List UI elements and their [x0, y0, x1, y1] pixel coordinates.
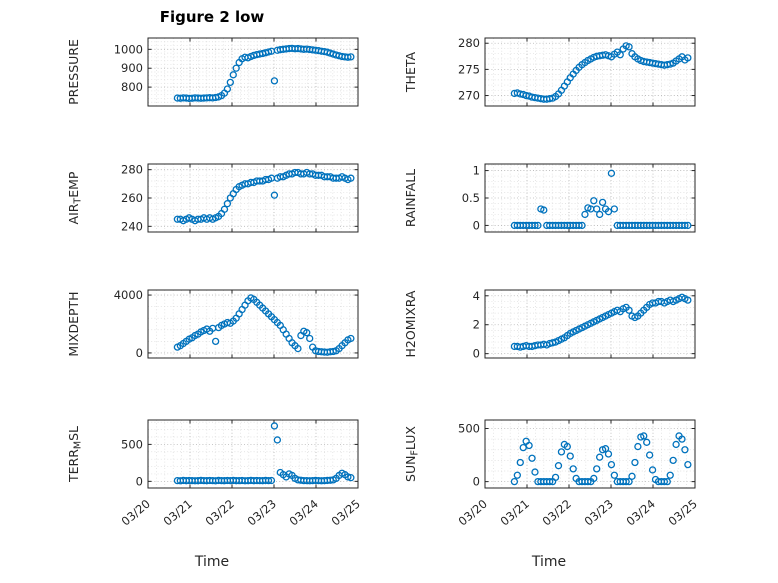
axis-box [484, 37, 696, 107]
axis-box [147, 419, 359, 489]
data-points [510, 169, 692, 230]
y-tick-label: 275 [458, 62, 480, 76]
data-points [173, 168, 355, 225]
tick-marks [147, 38, 359, 106]
tick-marks [147, 420, 359, 488]
y-tick-label: 0 [473, 347, 480, 361]
y-tick-label: 1 [473, 164, 480, 178]
x-tick-label: 03/25 [329, 497, 363, 529]
y-tick-label: 0 [136, 474, 143, 488]
subplot-pressure: 800 900 1000 PRESSURE [60, 30, 366, 120]
axis-box [484, 289, 696, 359]
y-axis-label: MIXDEPTH [66, 291, 81, 356]
y-axis-label: TERRMSL [66, 426, 84, 483]
y-tick-label: 900 [121, 61, 143, 75]
y-tick-label: 0 [136, 346, 143, 360]
figure-title: Figure 2 low [159, 8, 265, 26]
subplot-canvas-7: 0 500 SUNFLUX 03/20 03/21 03/22 03/23 03/24 03/2… [403, 419, 700, 529]
y-axis-label: SUNFLUX [403, 426, 421, 482]
subplot-canvas-1: 270 275 280 THETA [403, 36, 696, 107]
subplot-air-temp: 240 260 280 AIRTEMP [60, 156, 366, 246]
x-tick-label: 03/22 [540, 497, 574, 529]
minor-grid [485, 164, 695, 232]
tick-marks [484, 290, 696, 358]
y-axis-label: THETA [403, 51, 418, 93]
major-grid [485, 164, 695, 232]
y-tick-label: 280 [458, 36, 480, 50]
subplot-canvas-3: 0 0.5 1 RAINFALL [403, 163, 696, 233]
subplot-theta: 270 275 280 THETA [397, 30, 703, 120]
x-tick-label: 03/23 [245, 497, 279, 529]
data-points [510, 42, 692, 103]
x-tick-label: 03/21 [161, 497, 195, 529]
xlabel-left: Time [194, 554, 230, 570]
y-tick-label: 800 [121, 80, 143, 94]
x-tick-label: 03/20 [456, 497, 490, 529]
y-tick-label: 4000 [114, 288, 143, 302]
axis-box [484, 419, 696, 489]
tick-marks [484, 420, 696, 488]
y-tick-label: 240 [121, 219, 143, 233]
y-tick-label: 500 [121, 437, 143, 451]
y-axis-label: PRESSURE [66, 39, 81, 105]
subplot-mixdepth: 0 4000 MIXDEPTH [60, 282, 366, 372]
x-tick-label: 03/22 [203, 497, 237, 529]
subplot-canvas-4: 0 4000 MIXDEPTH [66, 288, 359, 360]
y-tick-label: 2 [473, 318, 480, 332]
axis-box [147, 37, 359, 107]
subplot-rainfall: 0 0.5 1 RAINFALL [397, 156, 703, 246]
tick-marks [147, 290, 359, 358]
x-tick-label: 03/25 [666, 497, 700, 529]
xlabel-right: Time [531, 554, 567, 570]
y-axis-label: H2OMIXRA [403, 290, 418, 357]
y-tick-label: 1000 [114, 42, 143, 56]
x-tick-label: 03/21 [498, 497, 532, 529]
data-points [173, 422, 355, 485]
subplot-terr-msl: 0 500 TERRMSL 03/20 03/21 03/22 03/23 03/24 03/2… [60, 412, 366, 552]
data-points [510, 432, 692, 486]
y-tick-label: 0 [473, 218, 480, 232]
y-tick-label: 4 [473, 289, 480, 303]
x-tick-label: 03/23 [582, 497, 616, 529]
tick-marks [147, 164, 359, 232]
y-tick-label: 0 [473, 475, 480, 489]
x-tick-label: 03/20 [119, 497, 153, 529]
tick-marks [484, 38, 696, 106]
subplot-canvas-2: 240 260 280 AIRTEMP [66, 163, 359, 233]
subplot-canvas-5: 0 2 4 H2OMIXRA [403, 289, 696, 361]
subplot-sun-flux: 0 500 SUNFLUX 03/20 03/21 03/22 03/23 03/24 03/2… [397, 412, 703, 552]
y-axis-label: AIRTEMP [66, 171, 84, 224]
y-tick-label: 280 [121, 163, 143, 177]
x-tick-label: 03/24 [287, 497, 321, 529]
axis-box [147, 289, 359, 359]
data-points [173, 44, 355, 103]
data-points [510, 293, 692, 351]
y-tick-label: 260 [121, 191, 143, 205]
subplot-h2omixra: 0 2 4 H2OMIXRA [397, 282, 703, 372]
x-tick-label: 03/24 [624, 497, 658, 529]
tick-marks [484, 164, 696, 232]
y-tick-label: 270 [458, 89, 480, 103]
subplot-canvas-6: 0 500 TERRMSL 03/20 03/21 03/22 03/23 03/24 03/2… [66, 419, 363, 529]
data-points [173, 294, 355, 356]
subplot-canvas-0: 800 900 1000 PRESSURE [66, 37, 359, 107]
y-axis-label: RAINFALL [403, 169, 418, 227]
y-tick-label: 500 [458, 422, 480, 436]
axis-box [484, 163, 696, 233]
y-tick-label: 0.5 [462, 191, 480, 205]
